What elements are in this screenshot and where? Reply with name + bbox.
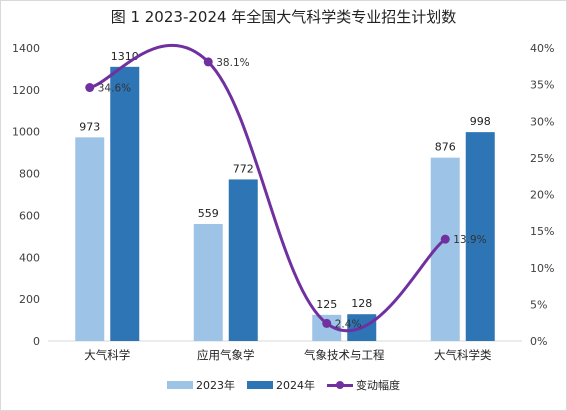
change-point: [440, 234, 450, 244]
y-right-tick-label: 0%: [530, 335, 547, 348]
change-data-label: 13.9%: [453, 234, 486, 246]
y-left-tick-label: 1200: [12, 84, 40, 97]
bar-2024: [110, 66, 140, 341]
bar-2024: [465, 132, 495, 341]
legend-item-change: 变动幅度: [327, 377, 400, 393]
bar-data-label: 559: [198, 207, 219, 220]
x-category-label: 大气科学类: [434, 348, 492, 362]
bar-data-label: 1310: [111, 50, 139, 63]
legend-swatch-change: [327, 381, 353, 389]
bar-2023: [75, 137, 105, 341]
change-line: [89, 43, 447, 333]
change-point: [322, 318, 332, 328]
y-right-tick-label: 40%: [530, 42, 554, 55]
bar-data-label: 125: [316, 298, 337, 311]
change-point: [203, 57, 213, 67]
legend-label-change: 变动幅度: [356, 379, 400, 392]
y-right-tick-label: 15%: [530, 225, 554, 238]
y-right-tick-label: 10%: [530, 262, 554, 275]
legend-label-2024: 2024年: [276, 379, 315, 392]
x-category-label: 应用气象学: [197, 348, 255, 362]
y-left-tick-label: 200: [19, 293, 40, 306]
legend: 2023年 2024年 变动幅度: [0, 377, 567, 393]
bar-data-label: 772: [233, 162, 254, 175]
legend-item-2024: 2024年: [247, 377, 315, 393]
bar-data-label: 128: [351, 297, 372, 310]
y-left-tick-label: 600: [19, 209, 40, 222]
bar-data-label: 998: [470, 115, 491, 128]
y-right-tick-label: 25%: [530, 152, 554, 165]
y-right-tick-label: 20%: [530, 189, 554, 202]
y-left-tick-label: 400: [19, 251, 40, 264]
y-left-tick-label: 1000: [12, 126, 40, 139]
legend-swatch-2024: [247, 381, 273, 389]
x-category-label: 大气科学: [84, 348, 130, 362]
legend-item-2023: 2023年: [167, 377, 235, 393]
bar-data-label: 876: [435, 141, 456, 154]
bar-2024: [228, 179, 258, 341]
change-point: [85, 83, 95, 93]
legend-label-2023: 2023年: [196, 379, 235, 392]
y-left-tick-label: 800: [19, 168, 40, 181]
y-right-tick-label: 30%: [530, 115, 554, 128]
change-data-label: 38.1%: [216, 57, 249, 69]
bar-2023: [193, 224, 223, 341]
change-data-label: 34.6%: [98, 83, 131, 95]
y-right-tick-label: 35%: [530, 79, 554, 92]
y-left-tick-label: 1400: [12, 42, 40, 55]
bar-data-label: 973: [79, 120, 100, 133]
chart-title: 图 1 2023-2024 年全国大气科学类专业招生计划数: [110, 8, 457, 26]
x-category-label: 气象技术与工程: [304, 348, 385, 362]
change-data-label: 2.4%: [335, 318, 362, 330]
y-left-tick-label: 0: [33, 335, 40, 348]
y-right-tick-label: 5%: [530, 298, 547, 311]
legend-swatch-2023: [167, 381, 193, 389]
